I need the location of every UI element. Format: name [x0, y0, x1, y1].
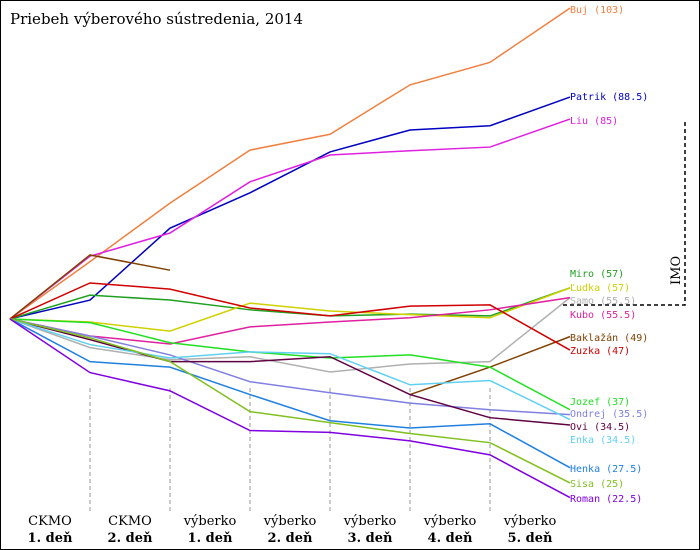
- series-line: [9, 318, 571, 411]
- series-line: [9, 318, 571, 421]
- x-tick-label: 5. deň: [508, 531, 553, 546]
- annotation: IMO: [669, 256, 684, 285]
- x-tick-label: CKMO: [28, 514, 72, 529]
- x-tick-label: 2. deň: [108, 531, 153, 546]
- x-tick-label: výberko: [343, 514, 397, 529]
- series-label: Zuzka (47): [570, 346, 630, 357]
- series-label: Ovi (34.5): [570, 422, 630, 433]
- series-label: Ondrej (35.5): [570, 409, 648, 420]
- series-label: Baklažán (49): [570, 332, 648, 344]
- x-tick-label: 1. deň: [188, 531, 233, 546]
- x-tick-label: CKMO: [108, 514, 152, 529]
- x-tick-label: 3. deň: [348, 531, 393, 546]
- series-line: [9, 318, 571, 469]
- series-label: Patrik (88.5): [570, 92, 648, 103]
- series-line: [9, 118, 571, 320]
- series-line: [9, 254, 171, 320]
- series-line: [9, 318, 571, 426]
- series-label: Liu (85): [570, 116, 618, 127]
- series-line: [9, 318, 571, 484]
- series-label: Enka (34.5): [570, 435, 636, 446]
- series-label: Sisa (25): [570, 479, 624, 490]
- x-tick-label: 2. deň: [268, 531, 313, 546]
- series-label: Ľudka (57): [570, 283, 630, 294]
- imo-bracket: [560, 122, 686, 306]
- x-tick-label: výberko: [503, 514, 557, 529]
- series-line: [9, 296, 571, 345]
- series-line: [9, 96, 571, 320]
- series-line: [9, 318, 571, 499]
- series-label: Kubo (55.5): [570, 310, 636, 321]
- chart-title: Priebeh výberového sústredenia, 2014: [10, 10, 303, 28]
- x-tick-label: výberko: [183, 514, 237, 529]
- series-line: [9, 282, 571, 351]
- series-label: Henka (27.5): [570, 464, 642, 475]
- series-line: [9, 297, 571, 373]
- series-label: Buj (103): [570, 5, 624, 16]
- x-tick-label: 1. deň: [28, 531, 73, 546]
- series-line: [9, 287, 571, 320]
- series-label: Jozef (37): [570, 397, 630, 408]
- series-line: [9, 318, 571, 416]
- x-tick-label: výberko: [423, 514, 477, 529]
- series-label: Miro (57): [570, 269, 624, 280]
- series-line: [9, 287, 571, 332]
- x-tick-label: výberko: [263, 514, 317, 529]
- x-tick-label: 4. deň: [428, 531, 473, 546]
- series-label: Roman (22.5): [570, 494, 642, 505]
- series-label: Samo (55.5): [570, 296, 636, 307]
